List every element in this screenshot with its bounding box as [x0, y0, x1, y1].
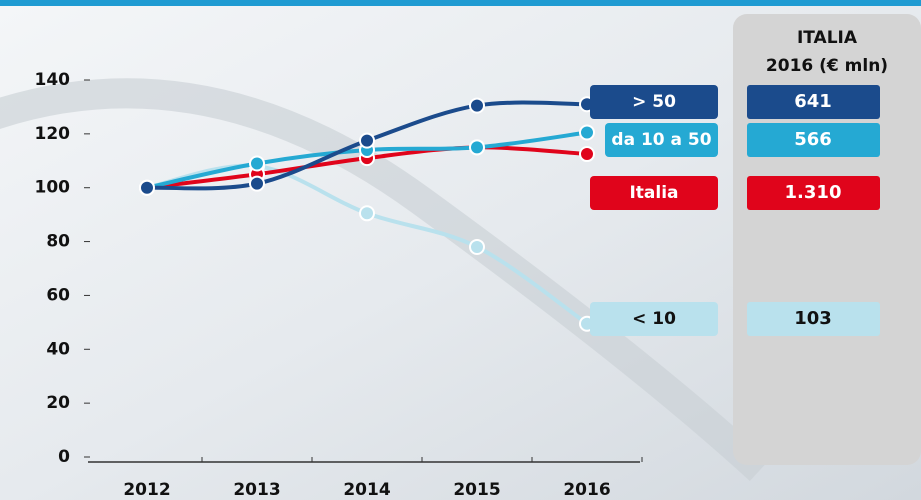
panel-box [747, 85, 880, 119]
side-panel [733, 14, 921, 465]
legend-label: < 10 [632, 309, 676, 329]
legend-box [590, 302, 718, 336]
legend-box [590, 85, 718, 119]
point [359, 132, 375, 149]
panel-value: 1.310 [785, 182, 842, 203]
panel-value: 103 [794, 308, 832, 329]
panel-box [747, 302, 880, 336]
y-tick-label: 120 [35, 124, 71, 144]
y-tick-label: 20 [46, 393, 70, 413]
legend-box [605, 123, 718, 157]
point [579, 124, 595, 141]
point [469, 238, 485, 255]
y-tick-label: 0 [58, 447, 70, 467]
legend-box [590, 176, 718, 210]
y-tick-label: 100 [35, 178, 71, 198]
point [139, 179, 155, 196]
panel-box [747, 176, 880, 210]
x-tick-label: 2016 [563, 480, 610, 500]
panel-subtitle: 2016 (€ mln) [766, 56, 888, 76]
legend-label: da 10 a 50 [611, 130, 711, 150]
point [359, 205, 375, 222]
panel-box [747, 123, 880, 157]
panel-value: 566 [794, 129, 832, 150]
legend-label: Italia [629, 183, 678, 203]
y-tick-label: 140 [35, 70, 71, 90]
panel-value: 641 [794, 91, 832, 112]
decor-lens [0, 78, 771, 482]
x-tick-label: 2014 [343, 480, 390, 500]
point [249, 155, 265, 172]
top-bar [0, 0, 921, 6]
point [469, 97, 485, 114]
x-tick-label: 2012 [123, 480, 170, 500]
legend-label: > 50 [632, 92, 676, 112]
y-tick-label: 80 [46, 232, 70, 252]
point [249, 175, 265, 192]
y-tick-label: 60 [46, 285, 70, 305]
y-tick-label: 40 [46, 339, 70, 359]
x-tick-label: 2013 [233, 480, 280, 500]
panel-title: ITALIA [797, 28, 858, 48]
point [469, 139, 485, 156]
point [579, 146, 595, 163]
x-tick-label: 2015 [453, 480, 500, 500]
